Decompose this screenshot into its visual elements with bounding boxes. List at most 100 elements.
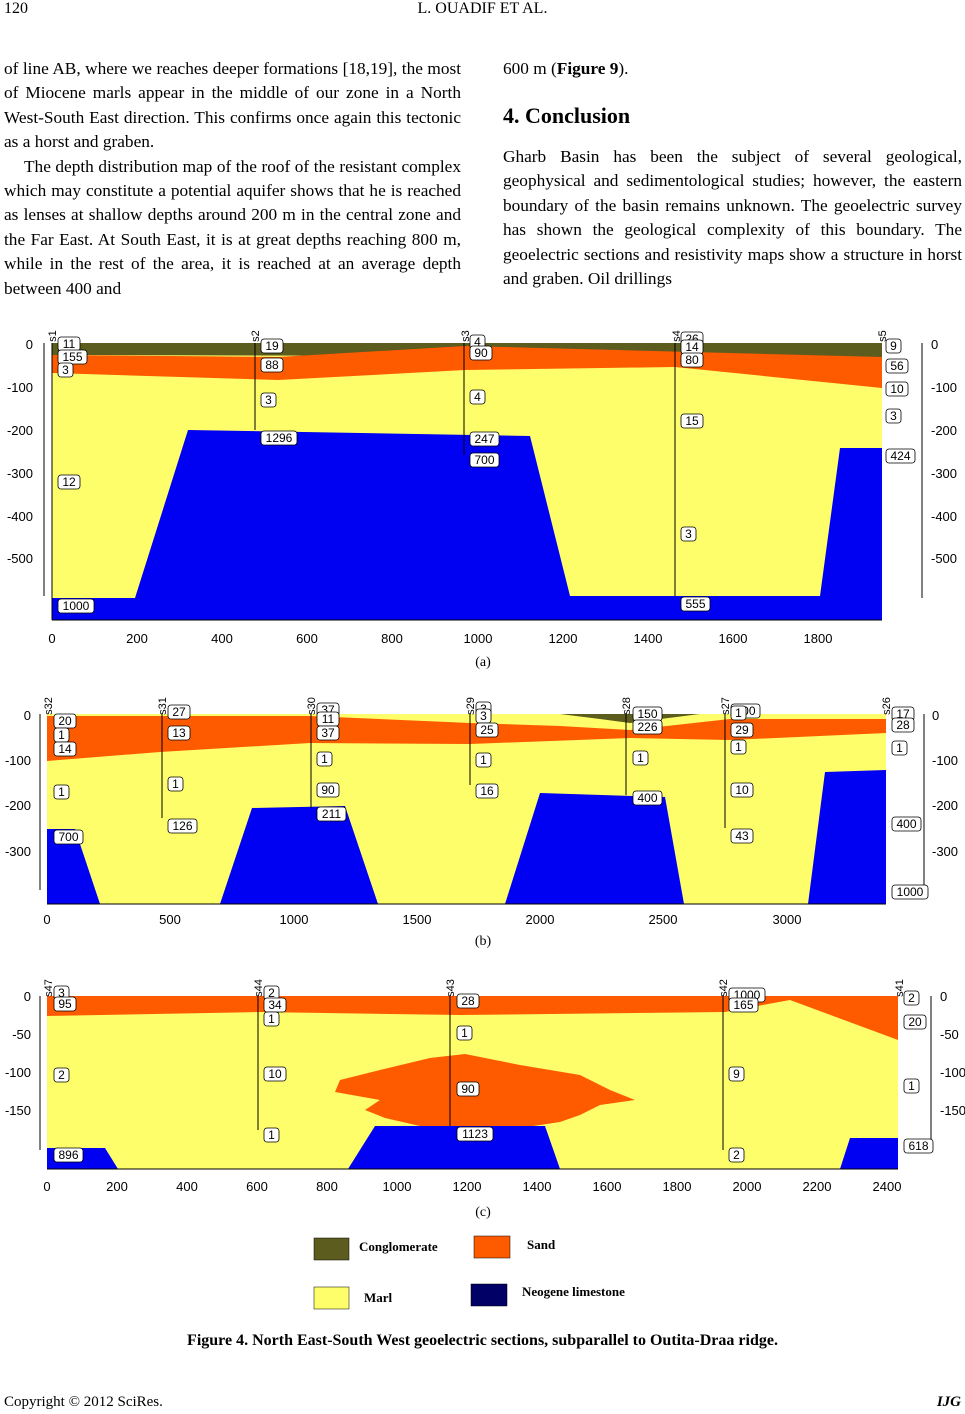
resistivity-value: 43 (735, 829, 749, 843)
resistivity-value: 88 (265, 358, 279, 372)
resistivity-value: 165 (733, 998, 753, 1012)
sand-lens (335, 1054, 635, 1130)
depth-tick: 0 (24, 989, 31, 1004)
distance-tick: 2000 (733, 1179, 762, 1194)
resistivity-value: 1 (268, 1012, 275, 1026)
resistivity-value: 1000 (897, 885, 924, 899)
resistivity-label: 90 (456, 1081, 480, 1097)
resistivity-value: 1 (172, 777, 179, 791)
resistivity-label: 2 (903, 990, 920, 1006)
right-column-top: 600 m (Figure 9). (503, 57, 962, 81)
resistivity-value: 2 (733, 1148, 740, 1162)
resistivity-label: 43 (730, 828, 754, 844)
distance-tick: 800 (381, 631, 403, 646)
resistivity-value: 27 (172, 705, 186, 719)
legend-swatch-sand (473, 1235, 511, 1259)
resistivity-label: 1000 (891, 884, 929, 900)
resistivity-value: 1 (480, 753, 487, 767)
resistivity-value: 2 (908, 991, 915, 1005)
left-column: of line AB, where we reaches deeper form… (4, 57, 461, 301)
resistivity-value: 16 (480, 784, 494, 798)
resistivity-label: 1123 (456, 1126, 494, 1142)
distance-tick: 400 (211, 631, 233, 646)
depth-tick: -500 (931, 551, 957, 566)
resistivity-label: 165 (728, 997, 759, 1013)
limestone-layer (47, 829, 100, 904)
limestone-layer (840, 1138, 898, 1169)
limestone-layer (52, 430, 882, 620)
distance-tick: 1800 (663, 1179, 692, 1194)
distance-tick: 2400 (873, 1179, 902, 1194)
section-heading: 4. Conclusion (503, 103, 631, 128)
resistivity-label: 14 (680, 339, 704, 355)
resistivity-label: 2 (728, 1147, 745, 1163)
paragraph: The depth distribution map of the roof o… (4, 156, 461, 298)
resistivity-label: 29 (730, 722, 754, 738)
depth-tick: 0 (931, 337, 938, 352)
section-panel-b: s32 s31 s30 s29 s28 s27 s26 0 -100 -200 … (5, 697, 958, 949)
resistivity-value: 3 (890, 409, 897, 423)
sand-layer (47, 996, 898, 1040)
depth-tick: -100 (5, 753, 31, 768)
distance-tick: 1400 (523, 1179, 552, 1194)
station-label: s28 (621, 697, 633, 715)
resistivity-label: 16 (475, 783, 499, 799)
depth-tick: -300 (5, 844, 31, 859)
resistivity-label: 17 (891, 706, 915, 722)
section-panel-a: s1 s2 s3 s4 s5 0 -100 -200 -300 -400 -50… (7, 330, 957, 670)
resistivity-label: 28 (456, 993, 480, 1009)
resistivity-value: 10 (735, 783, 749, 797)
resistivity-value: 3 (685, 527, 692, 541)
resistivity-value: 14 (685, 340, 699, 354)
distance-tick: 500 (159, 912, 181, 927)
distance-tick: 1500 (403, 912, 432, 927)
depth-tick: -400 (931, 509, 957, 524)
resistivity-label: 400 (891, 816, 922, 832)
distance-tick: 0 (43, 912, 50, 927)
resistivity-label: 11 (57, 336, 81, 352)
resistivity-value: 11 (322, 712, 335, 726)
resistivity-label: 3 (885, 408, 902, 424)
resistivity-value: 555 (685, 597, 705, 611)
station-label: s47 (43, 979, 55, 997)
panel-label: (a) (475, 655, 491, 670)
resistivity-value: 896 (58, 1148, 78, 1162)
station-label: s4 (671, 330, 683, 342)
depth-tick: -150 (5, 1103, 31, 1118)
resistivity-value: 90 (474, 346, 488, 360)
resistivity-value: 15 (685, 414, 699, 428)
resistivity-value: 19 (265, 339, 279, 353)
depth-tick: -300 (931, 466, 957, 481)
resistivity-label: 1 (263, 1127, 280, 1143)
resistivity-value: 37 (321, 726, 335, 740)
resistivity-label: 1 (53, 784, 70, 800)
journal-name: IJG (936, 1394, 961, 1410)
resistivity-label: 4 (469, 389, 486, 405)
legend-label: Conglomerate (359, 1239, 438, 1254)
legend: Conglomerate Sand Marl Neogene limestone (313, 1235, 625, 1310)
resistivity-label: 226 (632, 719, 663, 735)
station-label: s30 (306, 697, 318, 715)
distance-tick: 0 (48, 631, 55, 646)
resistivity-value: 4 (474, 390, 481, 404)
limestone-layer (348, 1126, 560, 1169)
resistivity-value: 1 (268, 1128, 275, 1142)
depth-tick: 0 (932, 708, 939, 723)
resistivity-label: 20 (903, 1014, 927, 1030)
resistivity-label: 3 (680, 526, 697, 542)
resistivity-label: 150 (632, 706, 663, 722)
station-label: s41 (894, 979, 906, 997)
resistivity-value: 1 (321, 752, 328, 766)
depth-tick: -200 (5, 798, 31, 813)
distance-tick: 600 (296, 631, 318, 646)
limestone-layer (808, 770, 886, 904)
section-panel-c: s47 s44 s43 s42 s41 0 -50 -100 -150 0 -5… (5, 979, 965, 1220)
resistivity-value: 3 (62, 363, 69, 377)
panel-label: (c) (475, 1205, 491, 1220)
resistivity-label: 211 (316, 806, 347, 822)
resistivity-label: 2 (263, 985, 280, 1001)
resistivity-label: 155 (57, 349, 88, 365)
resistivity-label: 90 (316, 782, 340, 798)
depth-tick: -50 (12, 1027, 31, 1042)
resistivity-value: 90 (461, 1082, 475, 1096)
